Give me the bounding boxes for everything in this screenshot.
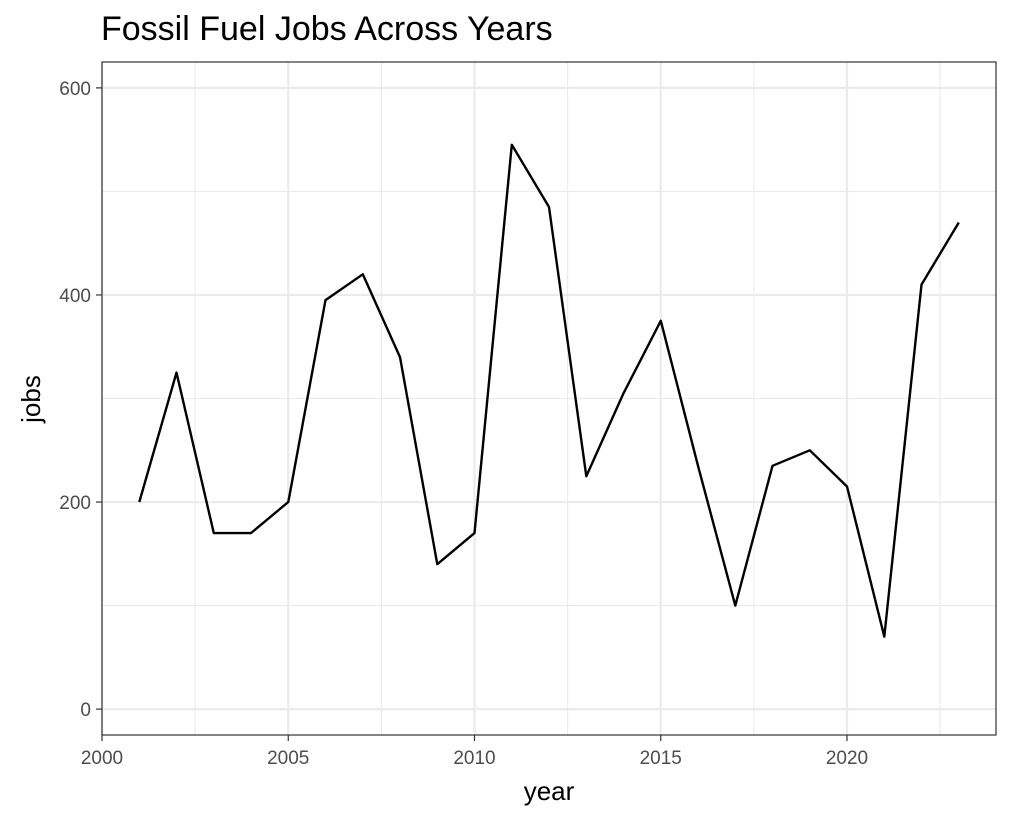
plot-panel-border xyxy=(101,61,997,736)
x-tick-label: 2005 xyxy=(267,748,309,769)
x-tick-label: 2020 xyxy=(826,748,868,769)
y-tick-label: 600 xyxy=(59,79,91,100)
grid xyxy=(100,62,996,735)
x-tick-label: 2015 xyxy=(640,748,682,769)
axis-tick-labels: 2000 2005 2010 2015 2020 0 200 400 600 xyxy=(59,79,868,769)
series-lines xyxy=(138,143,960,638)
series-line xyxy=(138,143,960,638)
y-tick-label: 200 xyxy=(59,493,91,514)
x-axis-title: year xyxy=(524,776,575,806)
y-tick-label: 400 xyxy=(59,286,91,307)
y-tick-label: 0 xyxy=(80,700,91,721)
x-tick-label: 2010 xyxy=(453,748,495,769)
axis-ticks xyxy=(96,87,848,741)
chart-title: Fossil Fuel Jobs Across Years xyxy=(101,10,553,48)
x-tick-label: 2000 xyxy=(81,748,123,769)
y-axis-title: jobs xyxy=(16,375,46,424)
